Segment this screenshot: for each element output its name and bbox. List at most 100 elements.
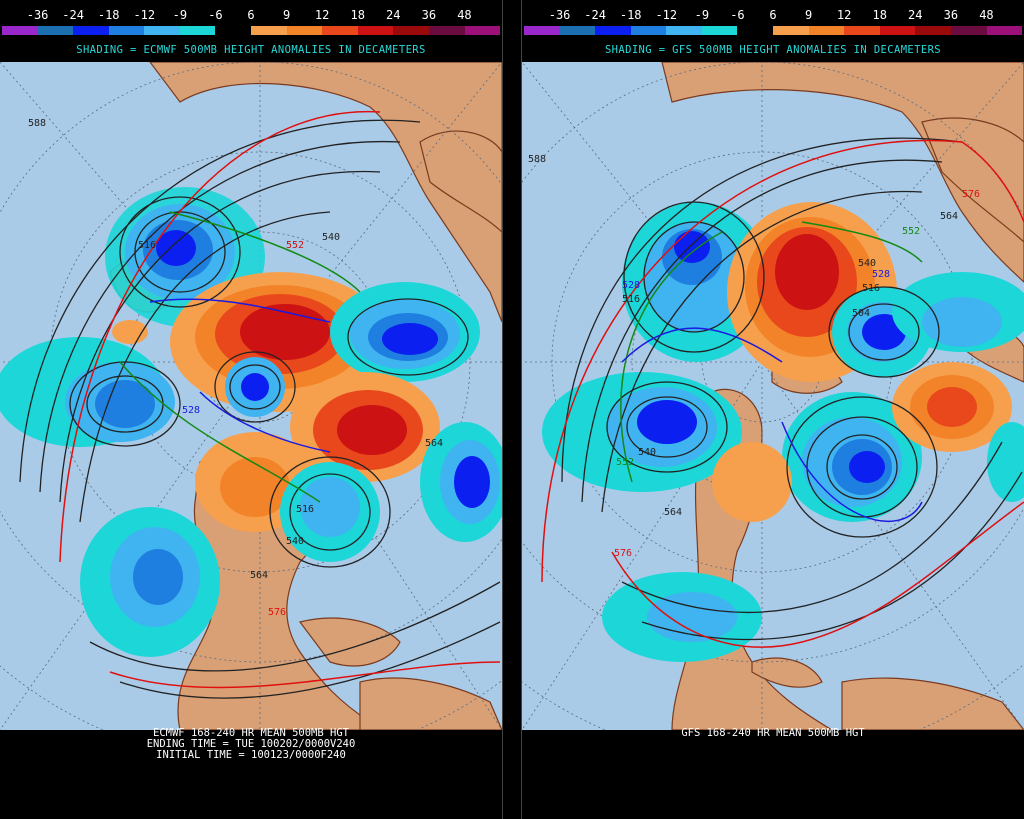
scale-tick-label: -24 [62, 8, 84, 22]
scale-tick-label: -9 [694, 8, 710, 22]
scale-tick-label: 9 [282, 8, 291, 22]
height-contours [19, 119, 501, 699]
scale-color-swatch [286, 26, 323, 35]
contour-label: 552 [286, 240, 304, 251]
contour-labels: 588 552 540 516 528 564 516 540 564 576 [28, 118, 443, 618]
scale-tick-label: 12 [314, 8, 330, 22]
ecmwf-panel: -36 -24 -18 -12 -9 -6 6 9 12 18 24 36 48 SHADING = E… [0, 0, 502, 819]
caption-line: ECMWF 168-240 HR MEAN 500MB HGT [153, 727, 349, 739]
scale-tick-label: 6 [247, 8, 255, 22]
scale-color-swatch [179, 26, 216, 35]
scale-tick-label: -24 [584, 8, 606, 22]
scale-tick-label: -12 [655, 8, 678, 22]
scale-tick-label: 18 [350, 8, 365, 22]
scale-tick-label: -6 [730, 8, 745, 22]
scale-tick-label: 24 [386, 8, 401, 22]
colored-contours [59, 110, 501, 689]
scale-color-swatch [844, 26, 880, 35]
anomaly-color-scale: -36 -24 -18 -12 -9 -6 6 9 12 18 24 36 48 [522, 2, 1024, 36]
scale-tick-label: 18 [872, 8, 887, 22]
contour-label: 540 [322, 232, 340, 243]
scale-color-swatch [915, 26, 951, 35]
contour-label: 576 [268, 607, 286, 618]
anomaly-color-scale: -36 -24 -18 -12 -9 -6 6 9 12 18 24 36 48 [0, 2, 502, 36]
contour-label: 588 [28, 118, 46, 129]
contour-label: 528 [872, 269, 890, 280]
scale-color-swatch [251, 26, 287, 35]
height-contours [561, 137, 1023, 641]
northern-hemisphere-map: 588 552 540 516 528 564 516 540 564 576 [0, 62, 502, 730]
scale-color-swatch [950, 26, 987, 35]
scale-tick-label: -18 [619, 8, 642, 22]
northern-hemisphere-map: 588 576 564 552 540 528 516 504 528 516 … [522, 62, 1024, 730]
contour-label: 528 [182, 405, 200, 416]
scale-tick-label: 36 [943, 8, 959, 22]
contour-label: 564 [664, 507, 682, 518]
contour-label: 540 [286, 536, 304, 547]
scale-tick-label: 9 [804, 8, 813, 22]
scale-color-swatch [737, 26, 774, 35]
scale-tick-label: -6 [208, 8, 223, 22]
scale-color-swatch [773, 26, 809, 35]
caption-line: GFS 168-240 HR MEAN 500MB HGT [681, 727, 865, 739]
scale-tick-label: 48 [979, 8, 994, 22]
scale-color-swatch [37, 26, 74, 35]
scale-color-swatch [595, 26, 631, 35]
scale-color-swatch [144, 26, 180, 35]
contour-labels: 588 576 564 552 540 528 516 504 528 516 … [528, 154, 980, 559]
caption-line: INITIAL TIME = 100123/0000F240 [156, 749, 346, 761]
contour-label: 564 [250, 570, 268, 581]
contour-label: 516 [138, 240, 156, 251]
scale-color-swatch [108, 26, 145, 35]
scale-tick-label: 12 [836, 8, 852, 22]
scale-color-swatch [73, 26, 109, 35]
scale-tick-label: 24 [908, 8, 923, 22]
scale-color-swatch [464, 26, 501, 35]
contour-label: 504 [852, 308, 870, 319]
scale-tick-label: -36 [26, 8, 49, 22]
scale-tick-label: 48 [457, 8, 472, 22]
contour-label: 588 [528, 154, 546, 165]
scale-tick-label: -9 [172, 8, 188, 22]
scale-color-swatch [879, 26, 916, 35]
ecmwf-height-anomaly-map: 588 552 540 516 528 564 516 540 564 576 [0, 62, 502, 730]
contour-label: 540 [638, 447, 656, 458]
scale-color-swatch [393, 26, 429, 35]
contour-label: 552 [902, 226, 920, 237]
scale-color-swatch [986, 26, 1023, 35]
contour-label: 516 [296, 504, 314, 515]
gfs-height-anomaly-map: 588 576 564 552 540 528 516 504 528 516 … [522, 62, 1024, 730]
scale-color-bar [2, 26, 501, 35]
scale-tick-label: 6 [769, 8, 777, 22]
scale-color-swatch [559, 26, 596, 35]
shading-title: SHADING = GFS 500MB HEIGHT ANOMALIES IN … [604, 44, 942, 56]
panel-divider [502, 0, 522, 819]
contour-label: 576 [614, 548, 632, 559]
contour-label: 552 [616, 457, 634, 468]
scale-color-swatch [357, 26, 394, 35]
contour-label: 528 [622, 280, 640, 291]
colored-contours [541, 139, 1024, 648]
contour-label: 564 [425, 438, 443, 449]
scale-color-swatch [808, 26, 845, 35]
scale-tick-label: -36 [548, 8, 571, 22]
gfs-panel: -36 -24 -18 -12 -9 -6 6 9 12 18 24 36 48 SHADING = G… [522, 0, 1024, 819]
scale-color-swatch [322, 26, 358, 35]
scale-color-swatch [666, 26, 702, 35]
contour-label: 564 [940, 211, 958, 222]
map-caption: GFS 168-240 HR MEAN 500MB HGT [522, 728, 1024, 739]
anomaly-shading [0, 187, 502, 657]
contour-label: 516 [622, 294, 640, 305]
shading-title: SHADING = ECMWF 500MB HEIGHT ANOMALIES I… [76, 44, 426, 56]
contour-label: 576 [962, 189, 980, 200]
caption-line: ENDING TIME = TUE 100202/0000V240 [146, 738, 356, 750]
contour-label: 540 [858, 258, 876, 269]
scale-color-swatch [428, 26, 465, 35]
scale-tick-label: -12 [133, 8, 156, 22]
scale-color-swatch [2, 26, 38, 35]
scale-color-swatch [630, 26, 667, 35]
scale-color-swatch [215, 26, 252, 35]
scale-tick-label: -18 [97, 8, 120, 22]
scale-tick-label: 36 [421, 8, 437, 22]
map-caption: ECMWF 168-240 HR MEAN 500MB HGT ENDING T… [0, 728, 502, 761]
